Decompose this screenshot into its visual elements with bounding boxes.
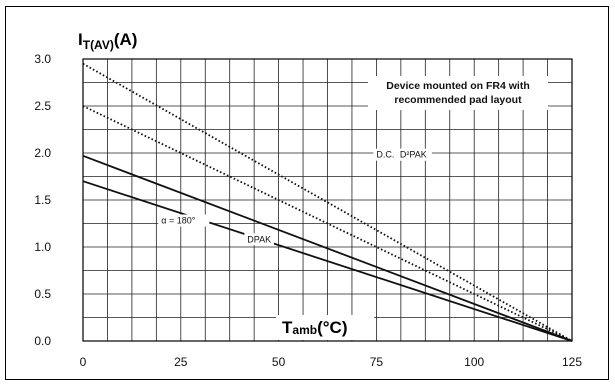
annotation-group: Device mounted on FR4 with recommended pa… — [158, 76, 548, 246]
annotation-line: recommended pad layout — [394, 94, 522, 106]
x-title-backing — [276, 315, 374, 340]
series-group — [82, 62, 573, 342]
y-tick-label: 0.5 — [34, 287, 51, 301]
x-tick-label: 125 — [562, 355, 582, 369]
series-label-3: DPAK — [247, 234, 271, 244]
label-backing — [373, 148, 403, 161]
plot-border — [82, 58, 573, 342]
y-tick-label: 1.5 — [34, 193, 51, 207]
chart-frame — [5, 6, 609, 380]
series-line-0 — [82, 62, 573, 342]
x-tick-label: 100 — [464, 355, 484, 369]
tick-labels: 0 25 50 75 100 125 0.0 0.5 1.0 1.5 2.0 2.5 3.0 — [34, 52, 582, 369]
annotation-line: Device mounted on FR4 with — [386, 80, 530, 92]
series-label-2: α = 180° — [161, 216, 195, 226]
x-tick-label: 75 — [370, 355, 384, 369]
x-tick-label: 50 — [272, 355, 286, 369]
y-tick-label: 2.0 — [34, 146, 51, 160]
axis-titles: IT(AV)(A) Tamb(°C) — [78, 30, 374, 340]
y-tick-label: 3.0 — [34, 52, 51, 66]
series-label-1: D²PAK — [400, 150, 427, 160]
annotation-box — [368, 76, 548, 110]
series-line-3 — [82, 180, 573, 342]
y-tick-label: 2.5 — [34, 99, 51, 113]
series-line-2 — [82, 154, 573, 342]
y-tick-label: 1.0 — [34, 240, 51, 254]
label-backing — [396, 148, 432, 161]
series-label-0: D.C. — [376, 150, 394, 160]
label-backing — [158, 214, 210, 227]
x-axis-title: Tamb(°C) — [282, 318, 347, 337]
series-line-1 — [82, 105, 573, 342]
y-axis-title: IT(AV)(A) — [78, 30, 137, 52]
y-tick-label: 0.0 — [34, 334, 51, 348]
x-tick-label: 0 — [80, 355, 87, 369]
label-backing — [244, 233, 274, 246]
x-tick-label: 25 — [174, 355, 188, 369]
